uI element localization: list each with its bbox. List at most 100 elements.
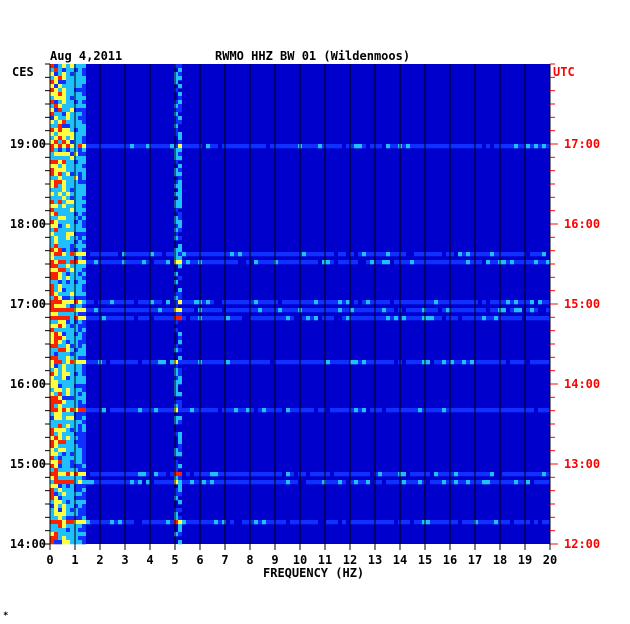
heatmap-cell: [302, 472, 306, 477]
heatmap-cell: [74, 376, 78, 381]
heatmap-cell: [326, 520, 330, 525]
heatmap-cell: [430, 260, 434, 265]
heatmap-cell: [62, 536, 66, 541]
heatmap-cell: [174, 260, 178, 265]
heatmap-cell: [178, 540, 182, 545]
heatmap-cell: [206, 316, 210, 321]
heatmap-cell: [58, 364, 62, 369]
heatmap-cell: [62, 72, 66, 77]
heatmap-cell: [82, 236, 86, 241]
heatmap-cell: [70, 376, 74, 381]
heatmap-cell: [70, 84, 74, 89]
heatmap-cell: [446, 360, 450, 365]
heatmap-cell: [494, 260, 498, 265]
heatmap-cell: [350, 252, 354, 257]
heatmap-cell: [238, 144, 242, 149]
heatmap-cell: [474, 252, 478, 257]
heatmap-cell: [66, 204, 70, 209]
heatmap-cell: [58, 360, 62, 365]
heatmap-cell: [114, 480, 118, 485]
heatmap-cell: [174, 516, 178, 521]
heatmap-cell: [70, 328, 74, 333]
heatmap-cell: [70, 352, 74, 357]
heatmap-cell: [362, 480, 366, 485]
heatmap-cell: [466, 260, 470, 265]
heatmap-cell: [66, 516, 70, 521]
heatmap-cell: [466, 300, 470, 305]
heatmap-cell: [82, 232, 86, 237]
heatmap-cell: [74, 388, 78, 393]
heatmap-cell: [178, 72, 182, 77]
heatmap-cell: [62, 252, 66, 257]
heatmap-cell: [238, 316, 242, 321]
heatmap-cell: [242, 300, 246, 305]
heatmap-cell: [58, 252, 62, 257]
heatmap-cell: [70, 356, 74, 361]
heatmap-cell: [82, 136, 86, 141]
heatmap-cell: [50, 148, 54, 153]
heatmap-cell: [54, 144, 58, 149]
heatmap-cell: [278, 408, 282, 413]
heatmap-cell: [78, 176, 82, 181]
heatmap-cell: [70, 416, 74, 421]
heatmap-cell: [62, 316, 66, 321]
heatmap-cell: [414, 252, 418, 257]
heatmap-cell: [378, 260, 382, 265]
heatmap-cell: [78, 324, 82, 329]
heatmap-cell: [130, 252, 134, 257]
heatmap-cell: [474, 316, 478, 321]
heatmap-cell: [290, 144, 294, 149]
heatmap-cell: [370, 252, 374, 257]
heatmap-cell: [50, 136, 54, 141]
heatmap-cell: [190, 300, 194, 305]
heatmap-cell: [54, 248, 58, 253]
heatmap-cell: [58, 532, 62, 537]
heatmap-cell: [178, 84, 182, 89]
heatmap-cell: [86, 260, 90, 265]
utc-tick-label: 17:00: [564, 137, 600, 151]
heatmap-cell: [326, 308, 330, 313]
heatmap-cell: [62, 380, 66, 385]
heatmap-cell: [342, 308, 346, 313]
heatmap-cell: [374, 472, 378, 477]
heatmap-cell: [378, 360, 382, 365]
heatmap-cell: [66, 408, 70, 413]
heatmap-cell: [342, 260, 346, 265]
heatmap-cell: [422, 472, 426, 477]
heatmap-cell: [82, 540, 86, 545]
heatmap-cell: [58, 412, 62, 417]
heatmap-cell: [194, 360, 198, 365]
heatmap-cell: [154, 316, 158, 321]
heatmap-cell: [94, 360, 98, 365]
heatmap-cell: [178, 136, 182, 141]
heatmap-cell: [74, 168, 78, 173]
heatmap-cell: [214, 316, 218, 321]
heatmap-cell: [130, 472, 134, 477]
heatmap-cell: [74, 476, 78, 481]
heatmap-cell: [74, 492, 78, 497]
heatmap-cell: [74, 124, 78, 129]
heatmap-cell: [62, 224, 66, 229]
heatmap-cell: [178, 472, 182, 477]
heatmap-cell: [226, 144, 230, 149]
heatmap-cell: [54, 316, 58, 321]
heatmap-cell: [258, 300, 262, 305]
heatmap-cell: [58, 208, 62, 213]
heatmap-cell: [366, 480, 370, 485]
heatmap-cell: [74, 200, 78, 205]
heatmap-cell: [50, 104, 54, 109]
heatmap-cell: [150, 252, 154, 257]
heatmap-cell: [322, 480, 326, 485]
heatmap-cell: [74, 500, 78, 505]
heatmap-cell: [546, 316, 550, 321]
heatmap-cell: [82, 412, 86, 417]
heatmap-cell: [174, 76, 178, 81]
heatmap-cell: [138, 144, 142, 149]
heatmap-cell: [110, 144, 114, 149]
x-tick-label: 6: [196, 553, 203, 567]
heatmap-cell: [62, 240, 66, 245]
heatmap-cell: [446, 260, 450, 265]
heatmap-cell: [74, 532, 78, 537]
heatmap-cell: [314, 252, 318, 257]
heatmap-cell: [74, 232, 78, 237]
